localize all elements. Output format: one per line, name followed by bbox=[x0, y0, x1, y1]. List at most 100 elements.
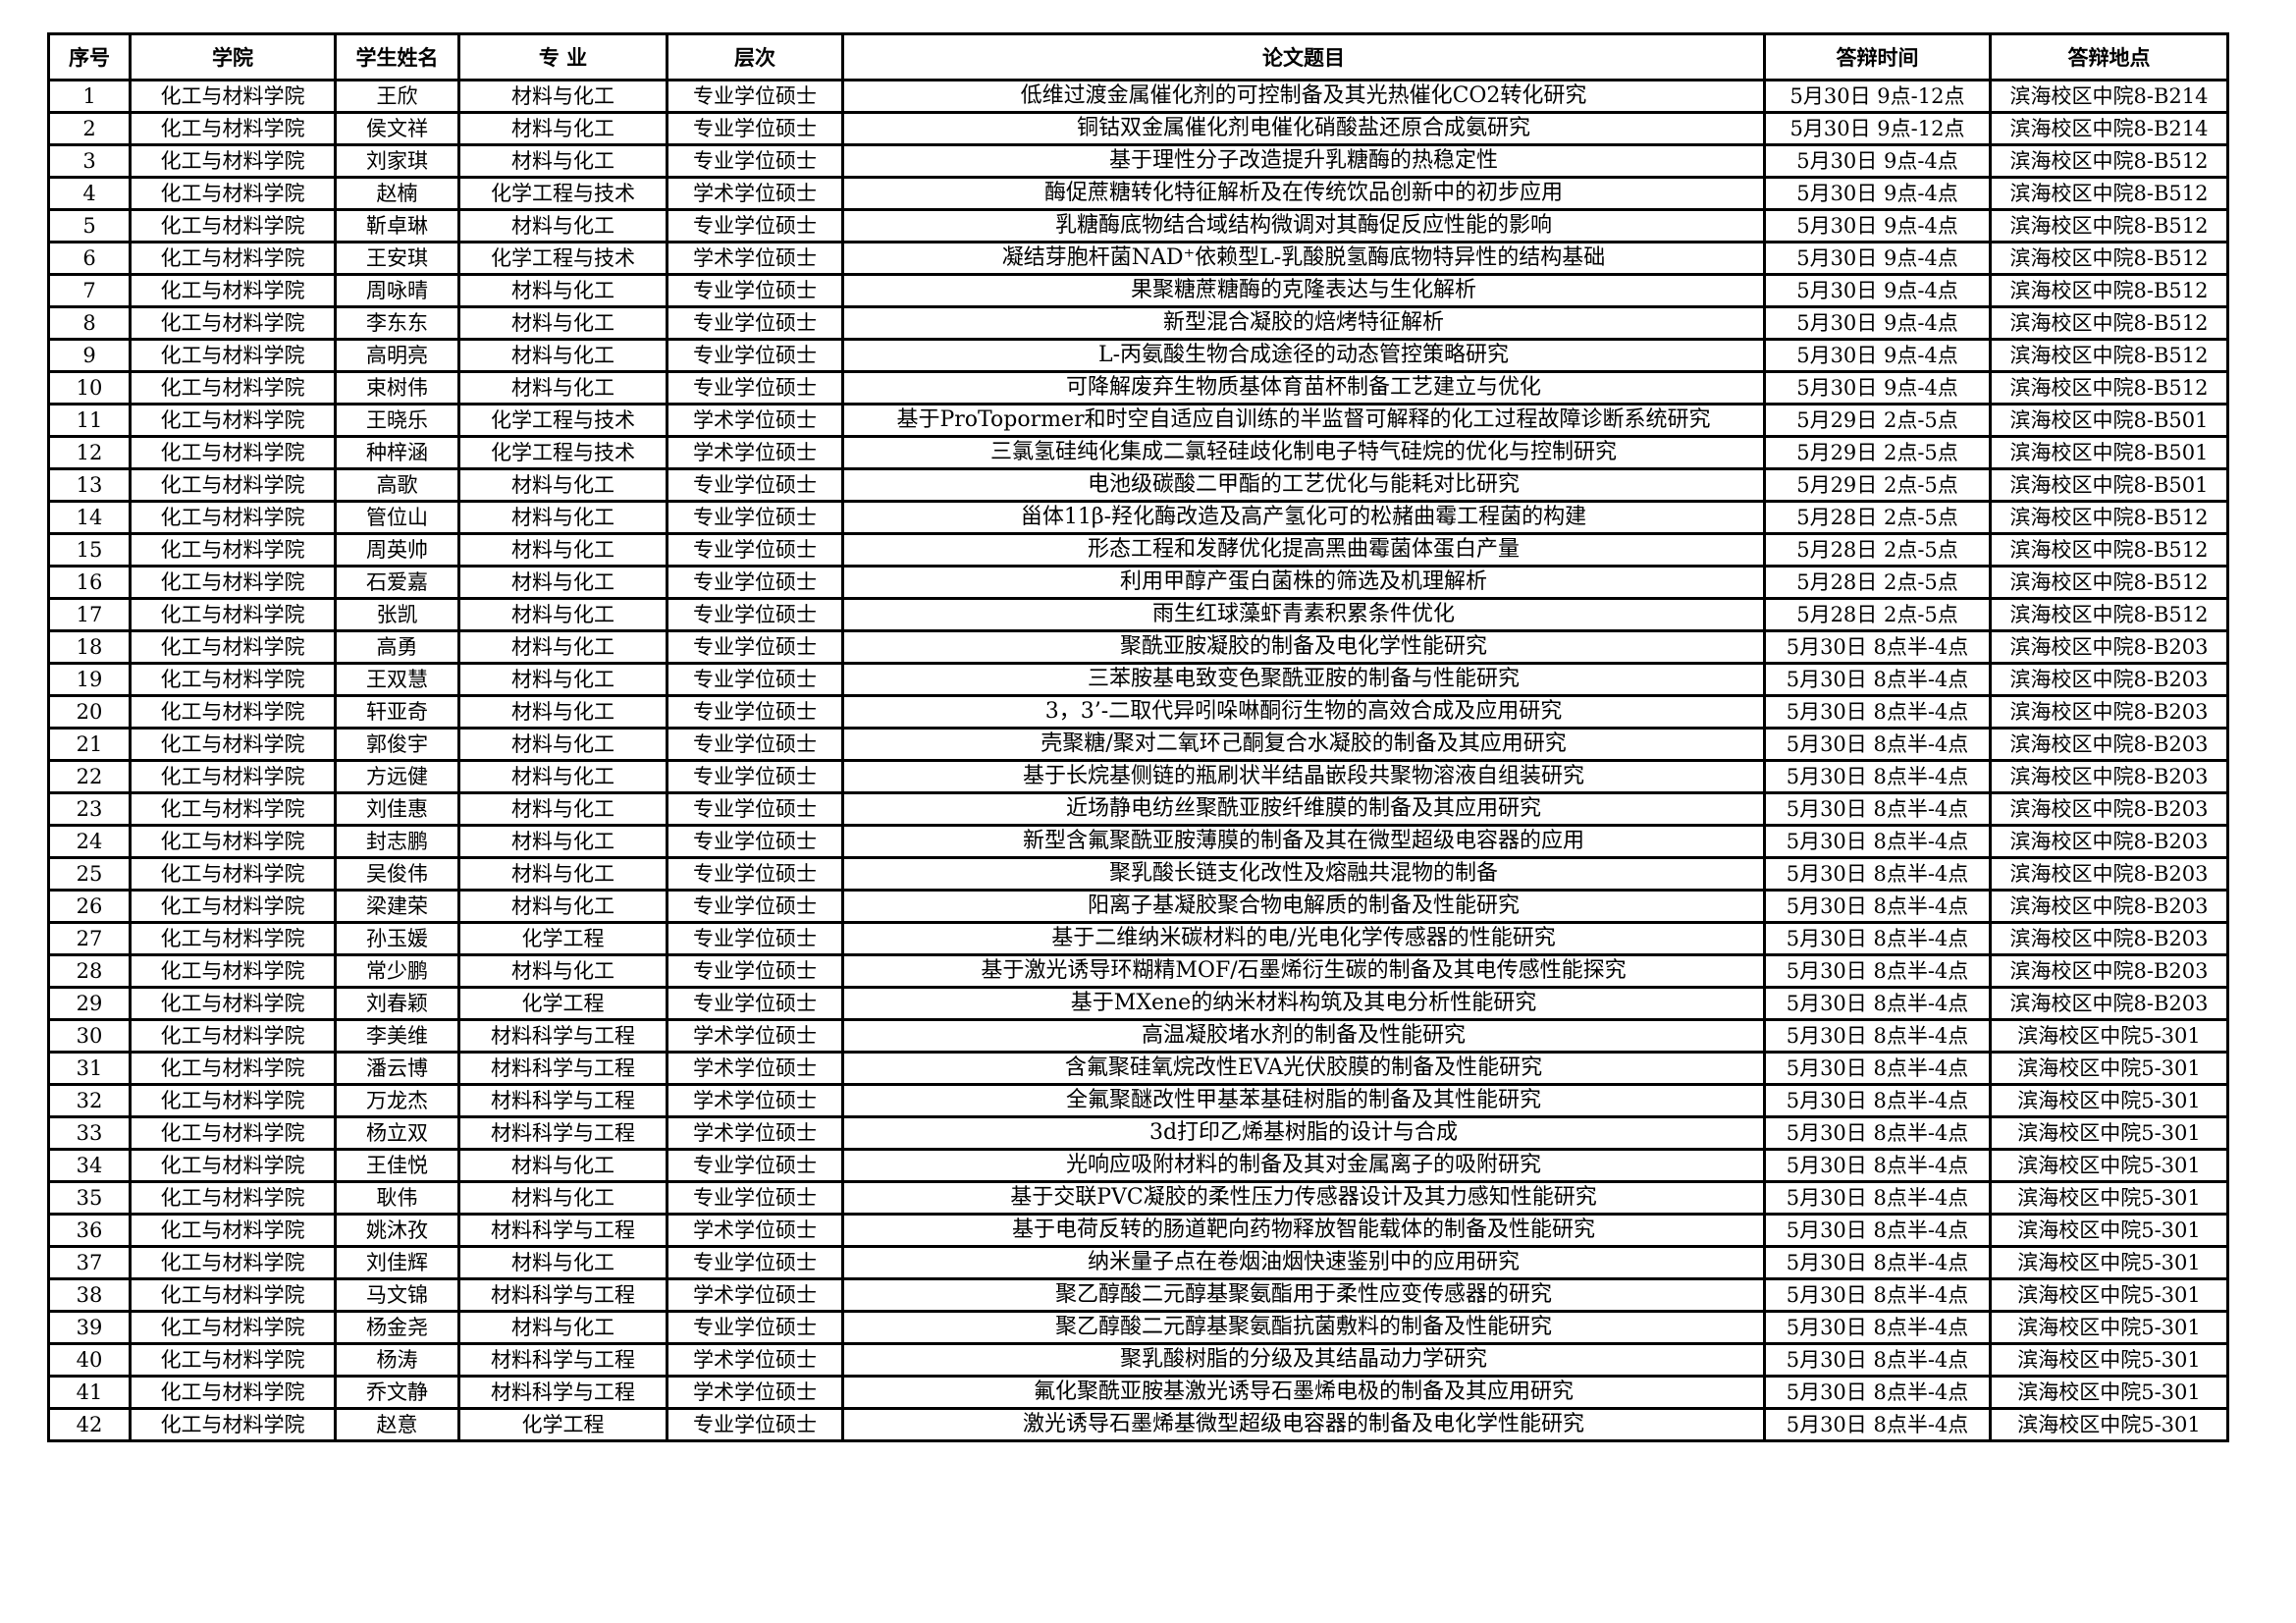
thesis-title-cell: 电池级碳酸二甲酯的工艺优化与能耗对比研究 bbox=[841, 467, 1766, 503]
table-row: 38 化工与材料学院 马文锦 材料科学与工程 学术学位硕士 聚乙醇酸二元醇基聚氨酯用于柔性… bbox=[47, 1277, 2229, 1313]
thesis-title-cell: 酶促蔗糖转化特征解析及在传统饮品创新中的初步应用 bbox=[841, 176, 1766, 211]
thesis-title-cell: 氟化聚酰亚胺基激光诱导石墨烯电极的制备及其应用研究 bbox=[841, 1375, 1766, 1410]
college-cell: 化工与材料学院 bbox=[129, 403, 337, 438]
major-cell: 材料与化工 bbox=[457, 111, 668, 146]
major-cell: 材料科学与工程 bbox=[457, 1018, 668, 1054]
college-cell: 化工与材料学院 bbox=[129, 565, 337, 600]
defense-location-cell: 滨海校区中院8-B214 bbox=[1989, 79, 2229, 114]
defense-time-cell: 5月30日 9点-4点 bbox=[1763, 305, 1992, 341]
college-cell: 化工与材料学院 bbox=[129, 208, 337, 243]
table-row: 25 化工与材料学院 吴俊伟 材料与化工 专业学位硕士 聚乳酸长链支化改性及熔融共混物的制… bbox=[47, 856, 2229, 892]
thesis-title-cell: 利用甲醇产蛋白菌株的筛选及机理解析 bbox=[841, 565, 1766, 600]
college-cell: 化工与材料学院 bbox=[129, 629, 337, 665]
college-cell: 化工与材料学院 bbox=[129, 338, 337, 373]
major-cell: 材料与化工 bbox=[457, 208, 668, 243]
table-row: 34 化工与材料学院 王佳悦 材料与化工 专业学位硕士 光响应吸附材料的制备及其对金属离子… bbox=[47, 1148, 2229, 1183]
defense-time-cell: 5月30日 8点半-4点 bbox=[1763, 759, 1992, 794]
degree-level-cell: 专业学位硕士 bbox=[666, 532, 844, 568]
major-cell: 材料与化工 bbox=[457, 953, 668, 989]
defense-location-cell: 滨海校区中院5-301 bbox=[1989, 1148, 2229, 1183]
degree-level-cell: 专业学位硕士 bbox=[666, 953, 844, 989]
defense-time-cell: 5月30日 8点半-4点 bbox=[1763, 1310, 1992, 1345]
degree-level-cell: 学术学位硕士 bbox=[666, 1213, 844, 1248]
defense-location-cell: 滨海校区中院8-B512 bbox=[1989, 370, 2229, 406]
table-row: 12 化工与材料学院 种梓涵 化学工程与技术 学术学位硕士 三氯氢硅纯化集成二氯轻硅歧化制… bbox=[47, 435, 2229, 470]
thesis-title-cell: 聚乳酸长链支化改性及熔融共混物的制备 bbox=[841, 856, 1766, 892]
college-cell: 化工与材料学院 bbox=[129, 1180, 337, 1216]
degree-level-cell: 专业学位硕士 bbox=[666, 305, 844, 341]
index-cell: 28 bbox=[47, 953, 132, 989]
defense-time-cell: 5月28日 2点-5点 bbox=[1763, 597, 1992, 632]
thesis-title-cell: 聚酰亚胺凝胶的制备及电化学性能研究 bbox=[841, 629, 1766, 665]
defense-time-cell: 5月30日 9点-4点 bbox=[1763, 338, 1992, 373]
defense-location-cell: 滨海校区中院8-B203 bbox=[1989, 662, 2229, 697]
degree-level-cell: 专业学位硕士 bbox=[666, 273, 844, 308]
degree-level-cell: 学术学位硕士 bbox=[666, 1115, 844, 1151]
defense-location-cell: 滨海校区中院8-B512 bbox=[1989, 338, 2229, 373]
major-cell: 材料与化工 bbox=[457, 1148, 668, 1183]
defense-location-cell: 滨海校区中院8-B203 bbox=[1989, 759, 2229, 794]
degree-level-cell: 学术学位硕士 bbox=[666, 435, 844, 470]
defense-location-cell: 滨海校区中院5-301 bbox=[1989, 1245, 2229, 1280]
degree-level-cell: 学术学位硕士 bbox=[666, 403, 844, 438]
index-cell: 38 bbox=[47, 1277, 132, 1313]
college-cell: 化工与材料学院 bbox=[129, 791, 337, 827]
student-name-cell: 孙玉媛 bbox=[334, 921, 460, 956]
index-cell: 6 bbox=[47, 241, 132, 276]
table-row: 27 化工与材料学院 孙玉媛 化学工程 专业学位硕士 基于二维纳米碳材料的电/光电化学传感… bbox=[47, 921, 2229, 956]
college-cell: 化工与材料学院 bbox=[129, 921, 337, 956]
defense-time-cell: 5月30日 8点半-4点 bbox=[1763, 1148, 1992, 1183]
table-row: 22 化工与材料学院 方远健 材料与化工 专业学位硕士 基于长烷基侧链的瓶刷状半结晶嵌段共… bbox=[47, 759, 2229, 794]
college-cell: 化工与材料学院 bbox=[129, 79, 337, 114]
table-row: 29 化工与材料学院 刘春颖 化学工程 专业学位硕士 基于MXene的纳米材料构筑及其电分… bbox=[47, 986, 2229, 1021]
defense-time-cell: 5月30日 8点半-4点 bbox=[1763, 727, 1992, 762]
college-cell: 化工与材料学院 bbox=[129, 305, 337, 341]
defense-time-cell: 5月30日 8点半-4点 bbox=[1763, 1051, 1992, 1086]
defense-time-cell: 5月29日 2点-5点 bbox=[1763, 435, 1992, 470]
degree-level-cell: 专业学位硕士 bbox=[666, 338, 844, 373]
major-cell: 材料与化工 bbox=[457, 532, 668, 568]
thesis-title-cell: 聚乙醇酸二元醇基聚氨酯用于柔性应变传感器的研究 bbox=[841, 1277, 1766, 1313]
student-name-cell: 靳卓琳 bbox=[334, 208, 460, 243]
index-cell: 4 bbox=[47, 176, 132, 211]
student-name-cell: 高歌 bbox=[334, 467, 460, 503]
college-cell: 化工与材料学院 bbox=[129, 1018, 337, 1054]
major-cell: 材料科学与工程 bbox=[457, 1342, 668, 1378]
major-cell: 材料与化工 bbox=[457, 791, 668, 827]
thesis-title-cell: 基于交联PVC凝胶的柔性压力传感器设计及其力感知性能研究 bbox=[841, 1180, 1766, 1216]
thesis-title-cell: 聚乳酸树脂的分级及其结晶动力学研究 bbox=[841, 1342, 1766, 1378]
index-cell: 31 bbox=[47, 1051, 132, 1086]
table-row: 14 化工与材料学院 管位山 材料与化工 专业学位硕士 甾体11β-羟化酶改造及高产氢化可… bbox=[47, 500, 2229, 535]
degree-level-cell: 学术学位硕士 bbox=[666, 1018, 844, 1054]
defense-time-cell: 5月30日 8点半-4点 bbox=[1763, 791, 1992, 827]
major-cell: 材料与化工 bbox=[457, 597, 668, 632]
table-row: 36 化工与材料学院 姚沐孜 材料科学与工程 学术学位硕士 基于电荷反转的肠道靶向药物释放… bbox=[47, 1213, 2229, 1248]
header-defense-time: 答辩时间 bbox=[1763, 32, 1992, 81]
defense-location-cell: 滨海校区中院8-B512 bbox=[1989, 208, 2229, 243]
index-cell: 3 bbox=[47, 143, 132, 179]
index-cell: 36 bbox=[47, 1213, 132, 1248]
major-cell: 材料与化工 bbox=[457, 727, 668, 762]
degree-level-cell: 专业学位硕士 bbox=[666, 1407, 844, 1442]
index-cell: 30 bbox=[47, 1018, 132, 1054]
student-name-cell: 马文锦 bbox=[334, 1277, 460, 1313]
college-cell: 化工与材料学院 bbox=[129, 1245, 337, 1280]
defense-time-cell: 5月30日 8点半-4点 bbox=[1763, 1115, 1992, 1151]
defense-location-cell: 滨海校区中院8-B512 bbox=[1989, 500, 2229, 535]
student-name-cell: 潘云博 bbox=[334, 1051, 460, 1086]
index-cell: 27 bbox=[47, 921, 132, 956]
defense-location-cell: 滨海校区中院8-B203 bbox=[1989, 986, 2229, 1021]
college-cell: 化工与材料学院 bbox=[129, 1115, 337, 1151]
table-row: 20 化工与材料学院 轩亚奇 材料与化工 专业学位硕士 3，3’-二取代异吲哚啉酮衍生物的… bbox=[47, 694, 2229, 730]
major-cell: 材料与化工 bbox=[457, 565, 668, 600]
defense-time-cell: 5月28日 2点-5点 bbox=[1763, 532, 1992, 568]
defense-location-cell: 滨海校区中院8-B203 bbox=[1989, 921, 2229, 956]
table-row: 31 化工与材料学院 潘云博 材料科学与工程 学术学位硕士 含氟聚硅氧烷改性EVA光伏胶膜… bbox=[47, 1051, 2229, 1086]
header-major: 专 业 bbox=[457, 32, 668, 81]
degree-level-cell: 专业学位硕士 bbox=[666, 1148, 844, 1183]
thesis-title-cell: 三氯氢硅纯化集成二氯轻硅歧化制电子特气硅烷的优化与控制研究 bbox=[841, 435, 1766, 470]
defense-location-cell: 滨海校区中院8-B512 bbox=[1989, 143, 2229, 179]
student-name-cell: 高明亮 bbox=[334, 338, 460, 373]
degree-level-cell: 专业学位硕士 bbox=[666, 629, 844, 665]
index-cell: 14 bbox=[47, 500, 132, 535]
